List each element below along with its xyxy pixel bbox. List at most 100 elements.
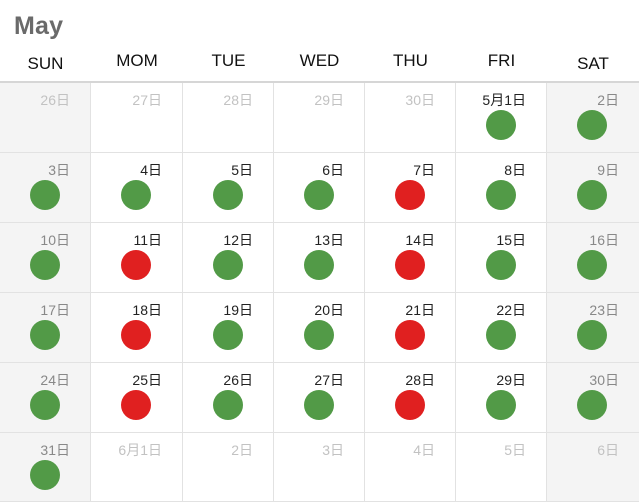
day-number: 4日 <box>413 442 435 458</box>
calendar-day-cell[interactable]: 10日 <box>0 223 91 293</box>
calendar-day-cell[interactable]: 27日 <box>91 83 183 153</box>
calendar-day-cell[interactable]: 29日 <box>274 83 365 153</box>
calendar-day-cell[interactable]: 12日 <box>183 223 274 293</box>
green-status-dot-icon <box>213 250 243 280</box>
red-status-dot-icon <box>121 390 151 420</box>
green-status-dot-icon <box>304 250 334 280</box>
calendar-day-cell[interactable]: 20日 <box>274 293 365 363</box>
day-number: 19日 <box>223 302 253 318</box>
calendar-day-cell[interactable]: 30日 <box>547 363 639 433</box>
day-number: 10日 <box>40 232 70 248</box>
weekday-label-sat: SAT <box>577 54 609 73</box>
calendar-day-cell[interactable]: 9日 <box>547 153 639 223</box>
day-number: 28日 <box>405 372 435 388</box>
day-number: 26日 <box>223 372 253 388</box>
calendar-day-cell[interactable]: 14日 <box>365 223 456 293</box>
day-number: 22日 <box>496 302 526 318</box>
day-number: 2日 <box>231 442 253 458</box>
calendar-day-cell[interactable]: 2日 <box>183 433 274 502</box>
red-status-dot-icon <box>395 320 425 350</box>
calendar-day-cell[interactable]: 27日 <box>274 363 365 433</box>
green-status-dot-icon <box>486 180 516 210</box>
calendar-day-cell[interactable]: 31日 <box>0 433 91 502</box>
day-number: 6月1日 <box>118 442 162 458</box>
day-number: 18日 <box>132 302 162 318</box>
day-number: 16日 <box>589 232 619 248</box>
calendar-day-cell[interactable]: 11日 <box>91 223 183 293</box>
month-title: May <box>14 12 64 40</box>
day-number: 26日 <box>40 92 70 108</box>
calendar-day-cell[interactable]: 19日 <box>183 293 274 363</box>
calendar-day-cell[interactable]: 23日 <box>547 293 639 363</box>
calendar-day-cell[interactable]: 3日 <box>274 433 365 502</box>
calendar-day-cell[interactable]: 25日 <box>91 363 183 433</box>
day-number: 20日 <box>314 302 344 318</box>
calendar-day-cell[interactable]: 4日 <box>365 433 456 502</box>
day-number: 12日 <box>223 232 253 248</box>
calendar-day-cell[interactable]: 28日 <box>365 363 456 433</box>
green-status-dot-icon <box>213 390 243 420</box>
day-number: 30日 <box>589 372 619 388</box>
green-status-dot-icon <box>486 320 516 350</box>
day-number: 15日 <box>496 232 526 248</box>
calendar-day-cell[interactable]: 18日 <box>91 293 183 363</box>
red-status-dot-icon <box>395 180 425 210</box>
day-number: 30日 <box>405 92 435 108</box>
calendar-day-cell[interactable]: 26日 <box>0 83 91 153</box>
green-status-dot-icon <box>30 390 60 420</box>
calendar-day-cell[interactable]: 6日 <box>547 433 639 502</box>
calendar-day-cell[interactable]: 5日 <box>456 433 547 502</box>
day-number: 29日 <box>314 92 344 108</box>
green-status-dot-icon <box>577 390 607 420</box>
green-status-dot-icon <box>121 180 151 210</box>
green-status-dot-icon <box>577 320 607 350</box>
red-status-dot-icon <box>395 390 425 420</box>
green-status-dot-icon <box>30 460 60 490</box>
calendar-day-cell[interactable]: 3日 <box>0 153 91 223</box>
day-number: 3日 <box>322 442 344 458</box>
calendar-day-cell[interactable]: 13日 <box>274 223 365 293</box>
day-number: 23日 <box>589 302 619 318</box>
green-status-dot-icon <box>486 110 516 140</box>
calendar-day-cell[interactable]: 30日 <box>365 83 456 153</box>
calendar-day-cell[interactable]: 7日 <box>365 153 456 223</box>
day-number: 14日 <box>405 232 435 248</box>
day-number: 5日 <box>504 442 526 458</box>
weekday-header: SUN MOM TUE WED THU FRI SAT <box>0 48 639 81</box>
calendar-day-cell[interactable]: 22日 <box>456 293 547 363</box>
weekday-label-sun: SUN <box>27 54 64 73</box>
day-number: 6日 <box>597 442 619 458</box>
calendar-day-cell[interactable]: 5月1日 <box>456 83 547 153</box>
calendar-day-cell[interactable]: 16日 <box>547 223 639 293</box>
red-status-dot-icon <box>121 250 151 280</box>
calendar-day-cell[interactable]: 15日 <box>456 223 547 293</box>
calendar-day-cell[interactable]: 28日 <box>183 83 274 153</box>
green-status-dot-icon <box>486 250 516 280</box>
green-status-dot-icon <box>304 390 334 420</box>
green-status-dot-icon <box>577 110 607 140</box>
green-status-dot-icon <box>213 320 243 350</box>
day-number: 28日 <box>223 92 253 108</box>
weekday-label-wed: WED <box>299 51 340 70</box>
calendar-day-cell[interactable]: 2日 <box>547 83 639 153</box>
day-number: 6日 <box>322 162 344 178</box>
calendar-day-cell[interactable]: 24日 <box>0 363 91 433</box>
calendar-day-cell[interactable]: 8日 <box>456 153 547 223</box>
day-number: 5日 <box>231 162 253 178</box>
day-number: 27日 <box>314 372 344 388</box>
green-status-dot-icon <box>577 180 607 210</box>
calendar-day-cell[interactable]: 21日 <box>365 293 456 363</box>
calendar-day-cell[interactable]: 26日 <box>183 363 274 433</box>
calendar-day-cell[interactable]: 6日 <box>274 153 365 223</box>
day-number: 5月1日 <box>482 92 526 108</box>
weekday-label-thu: THU <box>393 51 428 70</box>
day-number: 27日 <box>132 92 162 108</box>
calendar-day-cell[interactable]: 29日 <box>456 363 547 433</box>
calendar-day-cell[interactable]: 6月1日 <box>91 433 183 502</box>
green-status-dot-icon <box>30 320 60 350</box>
red-status-dot-icon <box>395 250 425 280</box>
green-status-dot-icon <box>577 250 607 280</box>
calendar-day-cell[interactable]: 4日 <box>91 153 183 223</box>
calendar-day-cell[interactable]: 5日 <box>183 153 274 223</box>
calendar-day-cell[interactable]: 17日 <box>0 293 91 363</box>
